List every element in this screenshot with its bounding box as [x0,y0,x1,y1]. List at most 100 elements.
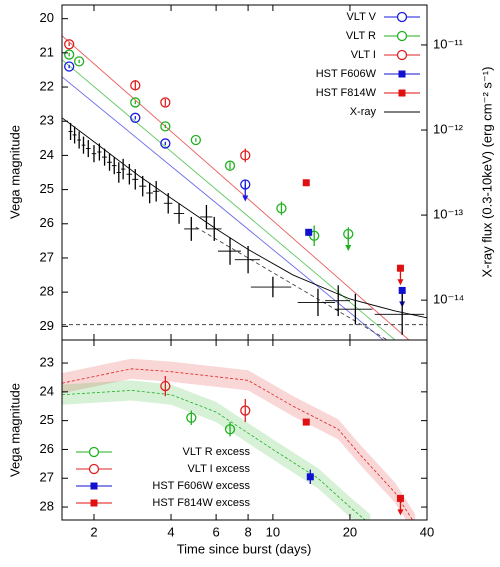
marker [130,112,141,123]
legend-marker [90,499,98,507]
marker [130,80,141,91]
point [160,121,171,132]
marker [186,412,197,423]
y-axis-label: Vega magnitude [7,383,22,477]
model-curve [62,117,427,319]
point [302,179,310,187]
x-tick-label: 2 [90,524,97,539]
band [62,358,416,520]
x-axis-label: Time since burst (days) [177,541,312,556]
legend-label: HST F606W excess [152,480,250,492]
y2-tick-label: 10⁻¹¹ [433,36,464,51]
point [240,150,251,161]
y-tick-label: 20 [40,10,54,25]
y2-axis-label: X-ray flux (0.3-10keV) (erg cm⁻² s⁻¹) [479,67,494,278]
marker [240,150,251,161]
y-tick-label: 25 [40,181,54,196]
legend-marker [88,463,100,475]
point [64,49,75,60]
y-tick-label: 21 [40,44,54,59]
point [64,61,75,72]
point [160,97,171,108]
legend-label: HST F814W excess [152,497,250,509]
point [240,179,251,190]
legend-label: VLT V [346,11,376,23]
band-center [62,389,366,520]
plot-area [62,35,427,340]
marker [73,56,85,67]
point [224,160,236,171]
point [130,80,141,91]
point [160,380,171,392]
y-tick-label: 25 [40,412,54,427]
fit-line [62,76,384,340]
point [305,228,313,236]
marker [302,418,310,426]
y-tick-label: 28 [40,498,54,513]
y-tick-label: 24 [40,383,54,398]
legend-marker [88,446,100,458]
marker [306,473,314,481]
point [130,112,141,123]
legend-label: VLT R [346,30,376,42]
legend-marker [396,30,408,42]
marker [396,494,404,502]
point [343,228,354,240]
legend-marker [398,70,406,78]
upper-limit-head [397,509,404,516]
legend-marker [396,30,408,42]
legend-label: X-ray [350,106,377,118]
marker [160,97,171,108]
x-tick-label: 10 [266,524,280,539]
marker [396,264,404,272]
marker [64,39,75,50]
y-tick-label: 28 [40,284,54,299]
point [224,424,236,435]
marker [343,228,354,240]
upper-limit-head [397,279,404,286]
marker [190,134,201,146]
x-tick-label: 40 [420,524,434,539]
legend-marker [90,499,98,507]
marker [160,121,171,132]
legend-marker [88,463,100,475]
legend-marker [396,11,408,23]
y2-tick-label: 10⁻¹² [433,121,464,136]
marker [224,160,236,171]
point [186,412,197,423]
marker [240,179,251,190]
point [276,203,287,214]
x-tick-label: 6 [212,524,219,539]
point [306,473,314,481]
y-tick-label: 27 [40,470,54,485]
upper-limit-head [345,245,352,252]
point [190,134,201,146]
marker [160,380,171,392]
marker [302,179,310,187]
y-tick-label: 29 [40,318,54,333]
marker [305,228,313,236]
marker [276,203,287,214]
point [160,138,171,149]
point [64,39,75,50]
y-tick-label: 26 [40,215,54,230]
y-tick-label: 23 [40,113,54,128]
panel-frame [61,339,428,521]
fit-line [195,226,388,340]
plot-area [62,358,416,520]
x-tick-label: 4 [167,524,174,539]
legend-label: VLT I [351,49,376,61]
point [396,494,404,502]
legend-marker [88,446,100,458]
point [240,405,251,416]
marker [160,138,171,149]
point [302,418,310,426]
point [130,97,141,108]
fit-line [62,35,410,340]
legend-marker [90,482,98,490]
band-center [62,368,413,520]
y-tick-label: 24 [40,147,54,162]
y-tick-label: 27 [40,249,54,264]
marker [64,49,75,60]
legend-marker [398,89,406,97]
